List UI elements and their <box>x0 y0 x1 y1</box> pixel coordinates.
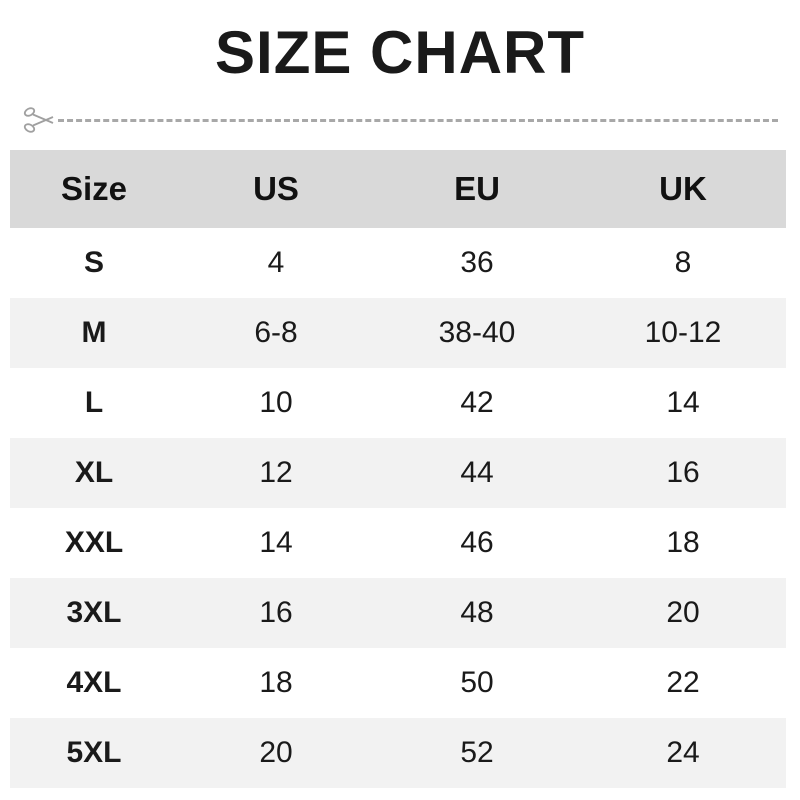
page-title: SIZE CHART <box>215 19 585 86</box>
cell-us: 10 <box>178 368 374 438</box>
cell-eu: 46 <box>374 508 580 578</box>
cell-uk: 18 <box>580 508 786 578</box>
cell-size: XL <box>10 438 178 508</box>
table-row: 3XL 16 48 20 <box>10 578 786 648</box>
size-chart-table: Size US EU UK S 4 36 8 M 6-8 38-40 10-12… <box>10 150 786 788</box>
cell-us: 16 <box>178 578 374 648</box>
table-header-row: Size US EU UK <box>10 150 786 228</box>
table-row: 4XL 18 50 22 <box>10 648 786 718</box>
table-row: XXL 14 46 18 <box>10 508 786 578</box>
cell-size: M <box>10 298 178 368</box>
cut-dash-line <box>58 119 778 122</box>
table-row: XL 12 44 16 <box>10 438 786 508</box>
column-header-eu: EU <box>374 150 580 228</box>
cell-us: 4 <box>178 228 374 298</box>
cell-uk: 24 <box>580 718 786 788</box>
cell-uk: 16 <box>580 438 786 508</box>
cell-eu: 52 <box>374 718 580 788</box>
cell-eu: 44 <box>374 438 580 508</box>
cell-size: XXL <box>10 508 178 578</box>
cell-us: 20 <box>178 718 374 788</box>
column-header-us: US <box>178 150 374 228</box>
cell-uk: 20 <box>580 578 786 648</box>
cell-eu: 36 <box>374 228 580 298</box>
table-row: 5XL 20 52 24 <box>10 718 786 788</box>
cell-eu: 48 <box>374 578 580 648</box>
cell-eu: 42 <box>374 368 580 438</box>
cell-uk: 14 <box>580 368 786 438</box>
table-row: S 4 36 8 <box>10 228 786 298</box>
column-header-uk: UK <box>580 150 786 228</box>
cell-us: 14 <box>178 508 374 578</box>
cell-uk: 8 <box>580 228 786 298</box>
scissors-icon <box>22 105 56 135</box>
cell-size: S <box>10 228 178 298</box>
cell-eu: 50 <box>374 648 580 718</box>
cell-uk: 10-12 <box>580 298 786 368</box>
table-row: L 10 42 14 <box>10 368 786 438</box>
cell-uk: 22 <box>580 648 786 718</box>
cell-size: 4XL <box>10 648 178 718</box>
cell-us: 12 <box>178 438 374 508</box>
cell-us: 6-8 <box>178 298 374 368</box>
cell-us: 18 <box>178 648 374 718</box>
cut-line <box>22 104 778 136</box>
cell-size: 5XL <box>10 718 178 788</box>
column-header-size: Size <box>10 150 178 228</box>
cell-eu: 38-40 <box>374 298 580 368</box>
table-row: M 6-8 38-40 10-12 <box>10 298 786 368</box>
cell-size: L <box>10 368 178 438</box>
cell-size: 3XL <box>10 578 178 648</box>
